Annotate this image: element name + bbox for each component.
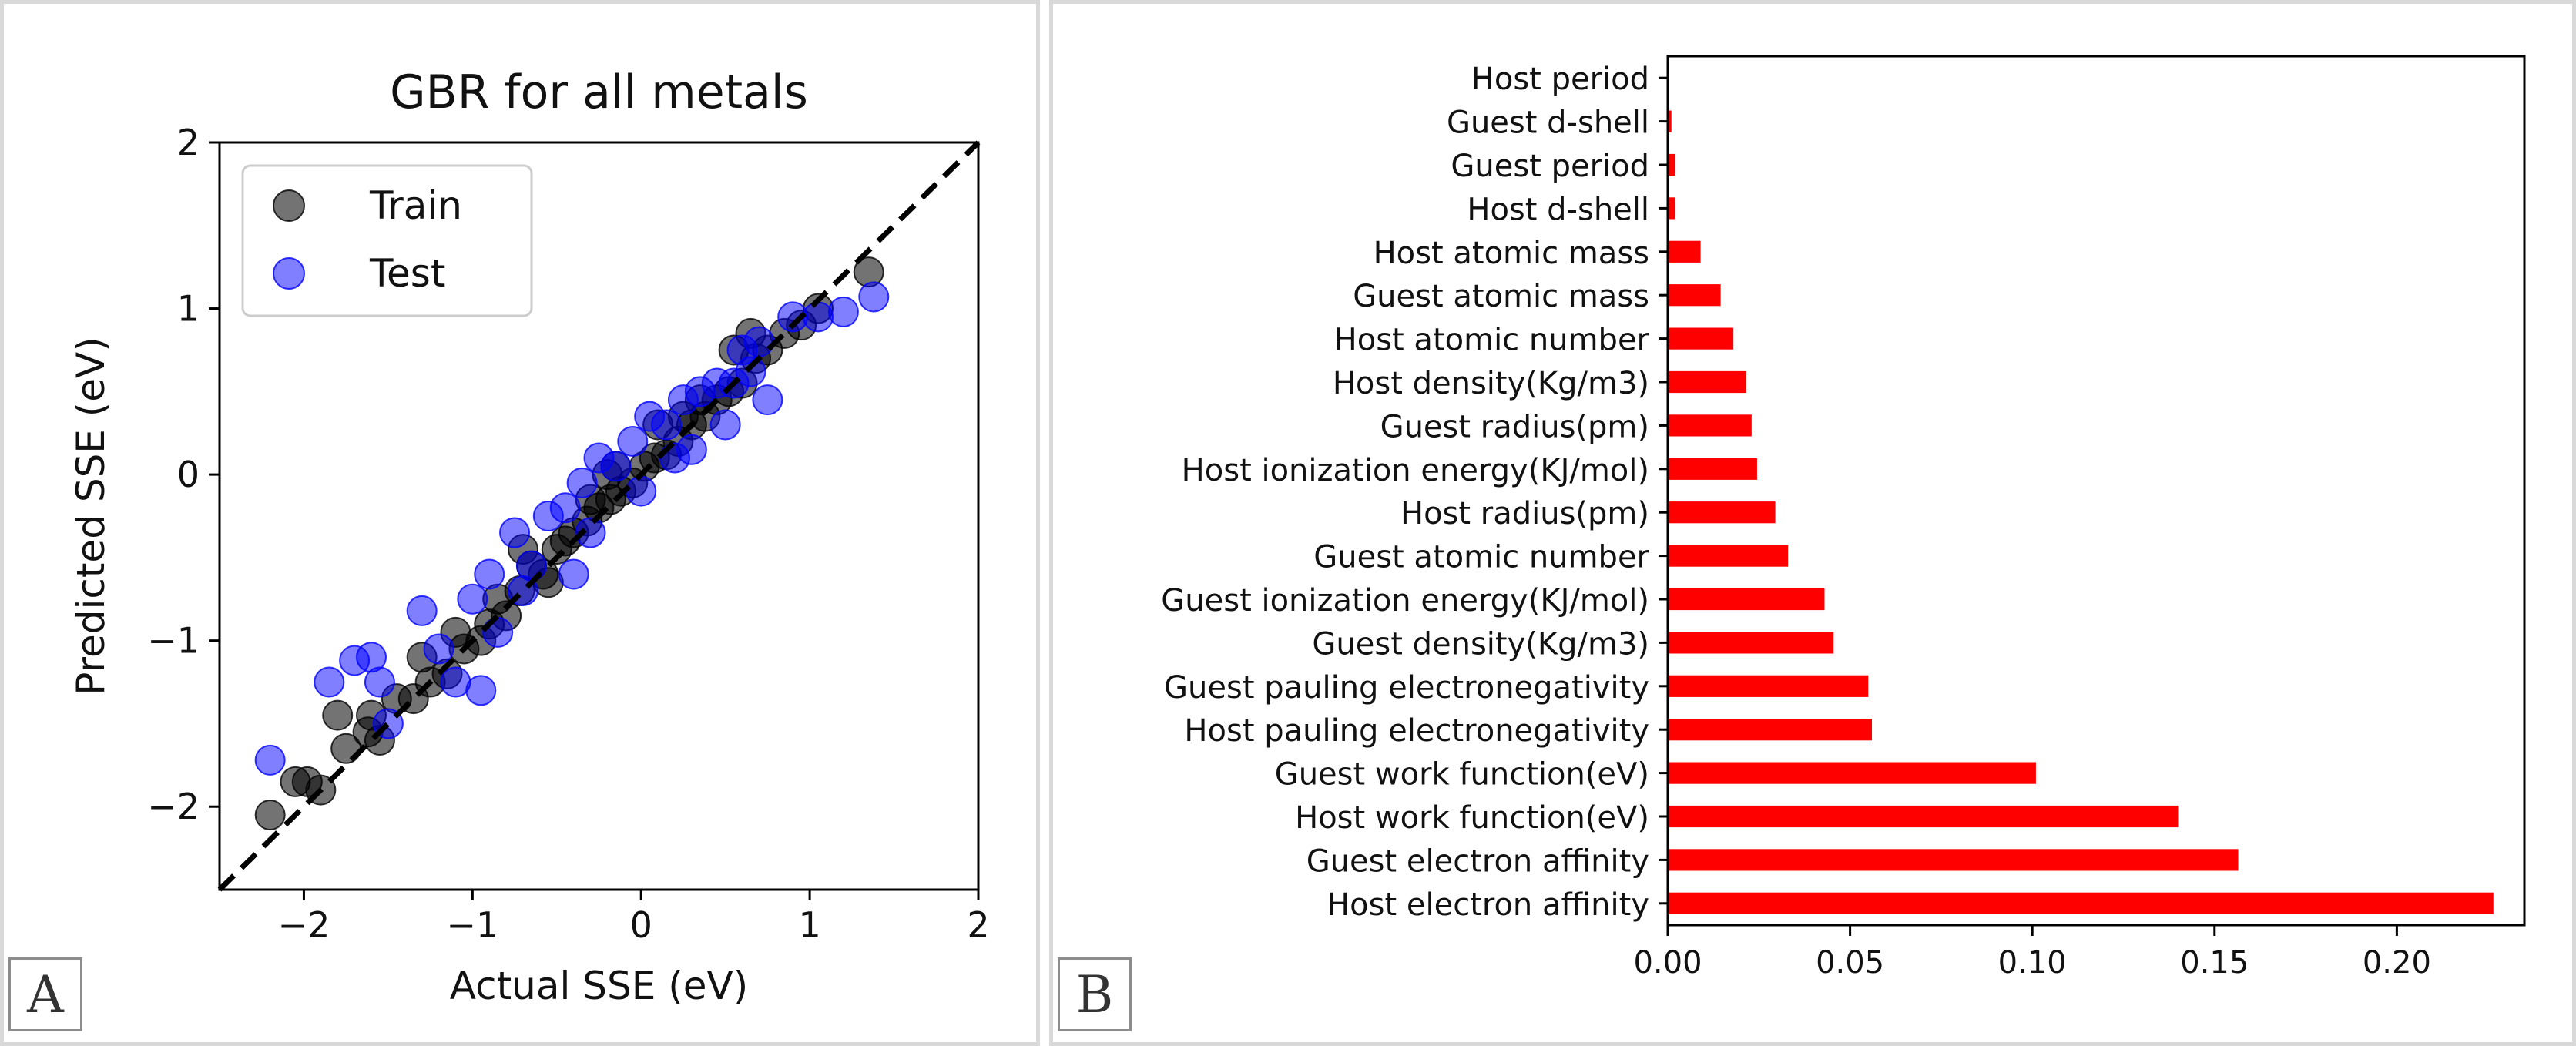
y-tick-label: 0 bbox=[177, 454, 200, 495]
test-point bbox=[474, 558, 505, 590]
test-point bbox=[314, 666, 345, 698]
test-point bbox=[558, 558, 589, 590]
test-point bbox=[600, 451, 632, 482]
test-point bbox=[617, 426, 649, 457]
category-label: Host pauling electronegativity bbox=[1184, 713, 1649, 749]
feature-bar bbox=[1668, 719, 1872, 741]
panel-label-a: A bbox=[8, 957, 82, 1031]
feature-bar bbox=[1668, 284, 1721, 307]
plot-frame bbox=[218, 141, 980, 891]
category-label: Host electron affinity bbox=[1327, 887, 1649, 923]
test-point bbox=[406, 595, 438, 626]
feature-bar bbox=[1668, 197, 1675, 220]
x-tick-label: 0.20 bbox=[2363, 945, 2431, 981]
test-point bbox=[549, 492, 581, 524]
y-tick-label: 2 bbox=[177, 122, 200, 163]
legend-box bbox=[241, 164, 533, 317]
x-tick-label: 0.05 bbox=[1816, 945, 1884, 981]
category-label: Guest pauling electronegativity bbox=[1164, 670, 1649, 706]
test-point bbox=[364, 666, 395, 698]
feature-bar bbox=[1668, 849, 2239, 871]
feature-bar bbox=[1668, 153, 1675, 176]
category-label: Guest electron affinity bbox=[1306, 843, 1649, 879]
feature-bar bbox=[1668, 892, 2494, 914]
feature-bar bbox=[1668, 545, 1789, 567]
category-label: Guest ionization energy(KJ/mol) bbox=[1161, 583, 1649, 619]
train-point bbox=[254, 800, 286, 830]
category-label: Guest radius(pm) bbox=[1380, 409, 1649, 444]
category-label: Host work function(eV) bbox=[1295, 800, 1649, 836]
x-axis-label: Actual SSE (eV) bbox=[450, 964, 748, 1008]
feature-bar bbox=[1668, 588, 1825, 611]
test-point bbox=[827, 296, 859, 327]
legend: Train Test bbox=[241, 164, 533, 317]
panel-label-b: B bbox=[1058, 957, 1132, 1031]
feature-bar bbox=[1668, 110, 1672, 132]
x-tick-label: 2 bbox=[967, 904, 989, 946]
test-point bbox=[803, 301, 834, 333]
test-point bbox=[465, 675, 497, 706]
y-tick-label: 1 bbox=[177, 288, 200, 330]
category-label: Guest work function(eV) bbox=[1275, 757, 1649, 793]
scatter-chart: GBR for all metals −2 −1 0 1 2 −2 −1 0 1 2 Actual S… bbox=[69, 65, 990, 1008]
test-point bbox=[254, 744, 286, 776]
test-point bbox=[626, 475, 657, 507]
test-point bbox=[423, 633, 454, 665]
x-tick-label: 0.15 bbox=[2180, 945, 2249, 981]
test-point bbox=[575, 517, 606, 548]
y-tick-label: −2 bbox=[147, 786, 200, 827]
feature-bar bbox=[1668, 414, 1752, 437]
test-point bbox=[752, 384, 783, 416]
category-label: Host atomic mass bbox=[1374, 236, 1649, 271]
identity-dashed-line bbox=[217, 140, 981, 892]
feature-bar bbox=[1668, 458, 1757, 480]
category-label: Host period bbox=[1471, 62, 1649, 97]
category-label: Guest atomic number bbox=[1313, 540, 1649, 575]
category-label: Host density(Kg/m3) bbox=[1333, 366, 1649, 401]
x-tick-label: 1 bbox=[798, 904, 820, 946]
feature-bar bbox=[1668, 805, 2179, 828]
test-point bbox=[651, 409, 683, 441]
category-label: Host atomic number bbox=[1334, 323, 1650, 358]
test-point bbox=[457, 583, 488, 615]
category-label: Host ionization energy(KJ/mol) bbox=[1182, 453, 1649, 488]
feature-bar bbox=[1668, 327, 1734, 350]
x-tick-label: −1 bbox=[446, 904, 498, 946]
x-tick-label: 0 bbox=[630, 904, 652, 946]
test-point bbox=[858, 281, 890, 313]
panel-b: Host period Guest d-shell Guest period Host… bbox=[1049, 0, 2576, 1046]
x-tick-label: −2 bbox=[278, 904, 330, 946]
feature-bar bbox=[1668, 675, 1869, 697]
category-label: Guest period bbox=[1451, 149, 1649, 184]
feature-bar bbox=[1668, 501, 1776, 524]
x-tick-label: 0.10 bbox=[1998, 945, 2067, 981]
chart-title: GBR for all metals bbox=[390, 65, 808, 119]
feature-bar bbox=[1668, 762, 2036, 784]
test-point bbox=[709, 409, 741, 441]
feature-bar bbox=[1668, 240, 1701, 263]
category-label: Guest d-shell bbox=[1447, 106, 1649, 141]
test-point bbox=[499, 517, 531, 548]
feature-bar bbox=[1668, 370, 1746, 394]
plot-frame bbox=[1666, 55, 2526, 927]
panel-a: GBR for all metals −2 −1 0 1 2 −2 −1 0 1 2 Actual S… bbox=[0, 0, 1040, 1046]
legend-label-test: Test bbox=[369, 251, 445, 296]
x-tick-label: 0.00 bbox=[1633, 945, 1702, 981]
test-point bbox=[743, 326, 775, 357]
category-label: Guest density(Kg/m3) bbox=[1312, 626, 1649, 662]
category-label: Guest atomic mass bbox=[1353, 279, 1649, 314]
legend-marker-train bbox=[273, 189, 305, 222]
feature-importance-chart: Host period Guest d-shell Guest period Host… bbox=[1161, 55, 2526, 981]
train-point bbox=[322, 699, 354, 731]
legend-label-train: Train bbox=[369, 183, 462, 228]
y-axis-label: Predicted SSE (eV) bbox=[69, 337, 113, 696]
category-label: Host d-shell bbox=[1467, 192, 1649, 227]
test-point bbox=[566, 467, 598, 498]
y-tick-label: −1 bbox=[147, 620, 200, 662]
feature-bar bbox=[1668, 632, 1834, 654]
legend-marker-test bbox=[273, 257, 305, 290]
category-label: Host radius(pm) bbox=[1400, 496, 1649, 531]
